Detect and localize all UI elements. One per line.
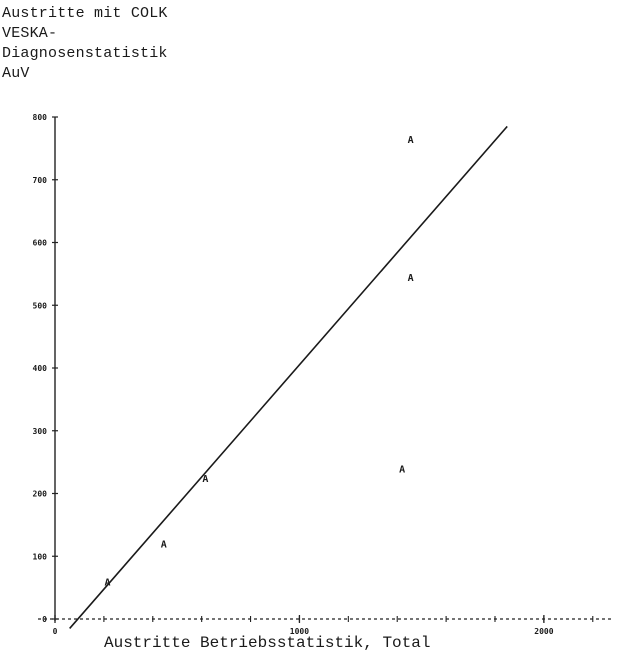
y-tick-label: 700 <box>33 176 48 185</box>
y-axis-label-line-1: Austritte mit COLK <box>2 5 168 22</box>
y-axis-label-line-2: VESKA- <box>2 25 58 42</box>
data-point: A <box>408 273 414 284</box>
y-tick-label: 600 <box>33 239 48 248</box>
y-tick-label: 200 <box>33 490 48 499</box>
y-axis-label-line-3: Diagnosenstatistik <box>2 45 168 62</box>
data-point: A <box>161 540 167 551</box>
y-tick-label: 500 <box>33 301 48 310</box>
y-axis-label-line-4: AuV <box>2 65 30 82</box>
y-axis-label: Austritte mit COLK VESKA- Diagnosenstati… <box>2 4 168 84</box>
y-tick-label: 400 <box>33 364 48 373</box>
y-tick-label: 800 <box>33 113 48 122</box>
x-tick-label: 0 <box>53 627 58 636</box>
data-point: A <box>408 135 414 146</box>
x-tick-label: 1000 <box>290 627 309 636</box>
data-point: A <box>399 464 405 475</box>
regression-line <box>69 125 508 629</box>
y-tick-label: 0 <box>42 615 47 624</box>
data-point: A <box>202 474 208 485</box>
x-axis-label: Austritte Betriebsstatistik, Total <box>104 634 431 652</box>
y-tick-label: 100 <box>33 552 48 561</box>
data-point: A <box>105 577 111 588</box>
x-tick-label: 2000 <box>534 627 553 636</box>
y-tick-label: 300 <box>33 427 48 436</box>
